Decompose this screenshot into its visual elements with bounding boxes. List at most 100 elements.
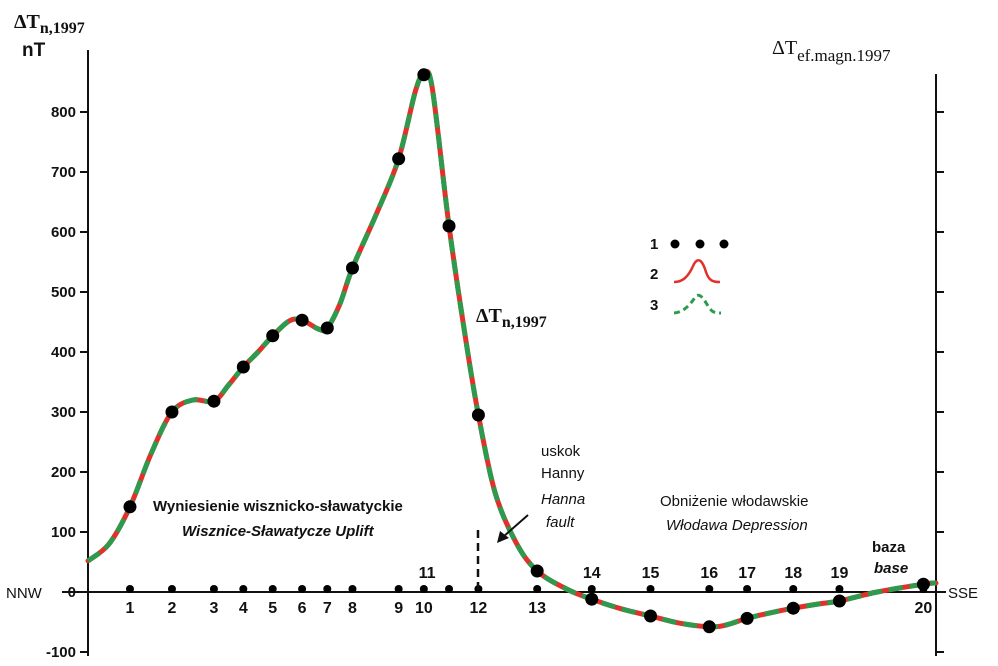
station-label-12: 12 bbox=[470, 600, 488, 617]
y-tick-label: 300 bbox=[51, 404, 76, 421]
station-dot-10 bbox=[417, 68, 431, 82]
station-dot-18 bbox=[786, 601, 800, 615]
legend-red-line-icon bbox=[673, 259, 721, 284]
legend-num-3: 3 bbox=[650, 297, 658, 314]
baseline-dot bbox=[167, 585, 176, 593]
baseline-dot bbox=[394, 585, 403, 593]
left-axis-unit: nT bbox=[22, 40, 46, 61]
station-label-2: 2 bbox=[168, 600, 177, 617]
base-label-en: base bbox=[874, 560, 908, 577]
baseline-dot bbox=[705, 585, 714, 593]
station-dot-16 bbox=[702, 620, 716, 634]
base-label-pl: baza bbox=[872, 539, 906, 556]
baseline-dot bbox=[209, 585, 218, 593]
y-tick-label: 100 bbox=[51, 524, 76, 541]
curve-green-dashed bbox=[86, 69, 937, 630]
station-label-6: 6 bbox=[298, 600, 307, 617]
baseline-dot bbox=[646, 585, 655, 593]
baseline-dot bbox=[323, 585, 332, 593]
station-dot-17 bbox=[740, 611, 754, 625]
station-label-18: 18 bbox=[784, 565, 802, 582]
station-label-13: 13 bbox=[528, 600, 546, 617]
station-label-17: 17 bbox=[738, 565, 756, 582]
station-dot-4 bbox=[236, 360, 250, 374]
station-dot-6 bbox=[295, 313, 309, 327]
fault-label-en-1: Hanna bbox=[541, 491, 585, 508]
station-dot-5 bbox=[266, 329, 280, 343]
y-tick-label: 0 bbox=[68, 584, 76, 601]
uplift-label-pl: Wyniesienie wisznicko-sławatyckie bbox=[153, 498, 403, 515]
station-label-8: 8 bbox=[348, 600, 357, 617]
station-label-14: 14 bbox=[583, 565, 601, 582]
station-label-16: 16 bbox=[700, 565, 718, 582]
uplift-label-en: Wisznice-Sławatycze Uplift bbox=[182, 523, 375, 540]
station-dot-3 bbox=[207, 394, 221, 408]
y-ticks: -100 0 100 200 300 400 500 600 700 800 bbox=[46, 104, 944, 661]
fault-arrow bbox=[497, 514, 529, 543]
right-end-label: SSE bbox=[948, 585, 978, 602]
fault-label-pl-2: Hanny bbox=[541, 465, 585, 482]
station-label-15: 15 bbox=[642, 565, 660, 582]
station-label-5: 5 bbox=[268, 600, 277, 617]
y-tick-label: 800 bbox=[51, 104, 76, 121]
station-dots bbox=[123, 68, 930, 634]
curve-red-line bbox=[85, 69, 939, 630]
left-end-label: NNW bbox=[6, 585, 43, 602]
station-label-11: 11 bbox=[419, 565, 436, 582]
station-dot-7 bbox=[320, 321, 334, 335]
fault-label-en-2: fault bbox=[546, 514, 575, 531]
baseline-dot bbox=[789, 585, 798, 593]
y-tick-label: 500 bbox=[51, 284, 76, 301]
station-dot-8 bbox=[345, 261, 359, 275]
legend-num-2: 2 bbox=[650, 266, 658, 283]
legend-dot bbox=[670, 239, 680, 249]
y-tick-label: 600 bbox=[51, 224, 76, 241]
baseline-dot bbox=[268, 585, 277, 593]
y-tick-label: 400 bbox=[51, 344, 76, 361]
baseline-dot bbox=[533, 585, 542, 593]
baseline-dot bbox=[125, 585, 134, 593]
fault-label-pl-1: uskok bbox=[541, 443, 581, 460]
right-axis-title: ΔTef.magn.1997 bbox=[772, 37, 891, 65]
legend-dot bbox=[695, 239, 705, 249]
station-label-19: 19 bbox=[831, 565, 849, 582]
legend-num-1: 1 bbox=[650, 236, 658, 253]
legend-dot bbox=[719, 239, 729, 249]
station-dot-2 bbox=[165, 405, 179, 419]
station-dot-14 bbox=[585, 592, 599, 606]
baseline-dot bbox=[445, 585, 454, 593]
station-dot-19 bbox=[832, 594, 846, 608]
station-dot-15 bbox=[644, 609, 658, 623]
station-label-4: 4 bbox=[239, 600, 248, 617]
station-label-7: 7 bbox=[323, 600, 332, 617]
baseline-dot bbox=[743, 585, 752, 593]
depression-label-pl: Obniżenie włodawskie bbox=[660, 493, 808, 510]
baseline-dot bbox=[587, 585, 596, 593]
station-dot-11 bbox=[442, 219, 456, 233]
axes bbox=[62, 50, 946, 656]
station-label-3: 3 bbox=[209, 600, 218, 617]
station-dot-20 bbox=[916, 577, 930, 591]
y-tick-label: -100 bbox=[46, 644, 76, 661]
station-label-20: 20 bbox=[915, 600, 933, 617]
y-tick-label: 700 bbox=[51, 164, 76, 181]
left-axis-title: ΔTn,1997 bbox=[14, 11, 85, 37]
baseline-dot bbox=[348, 585, 357, 593]
station-dot-1 bbox=[123, 500, 137, 514]
legend-green-dashed-icon bbox=[673, 293, 722, 315]
curve-label: ΔTn,1997 bbox=[476, 305, 547, 331]
station-label-9: 9 bbox=[394, 600, 403, 617]
y-tick-label: 200 bbox=[51, 464, 76, 481]
baseline-dot bbox=[419, 585, 428, 593]
baseline-dot bbox=[239, 585, 248, 593]
baseline-dot bbox=[298, 585, 307, 593]
station-dot-12 bbox=[471, 408, 485, 422]
station-label-1: 1 bbox=[126, 600, 135, 617]
baseline-dot bbox=[835, 585, 844, 593]
baseline-dots bbox=[125, 585, 928, 593]
depression-label-en: Włodawa Depression bbox=[666, 517, 808, 534]
legend: 1 2 3 bbox=[650, 236, 729, 315]
station-dot-13 bbox=[530, 564, 544, 578]
